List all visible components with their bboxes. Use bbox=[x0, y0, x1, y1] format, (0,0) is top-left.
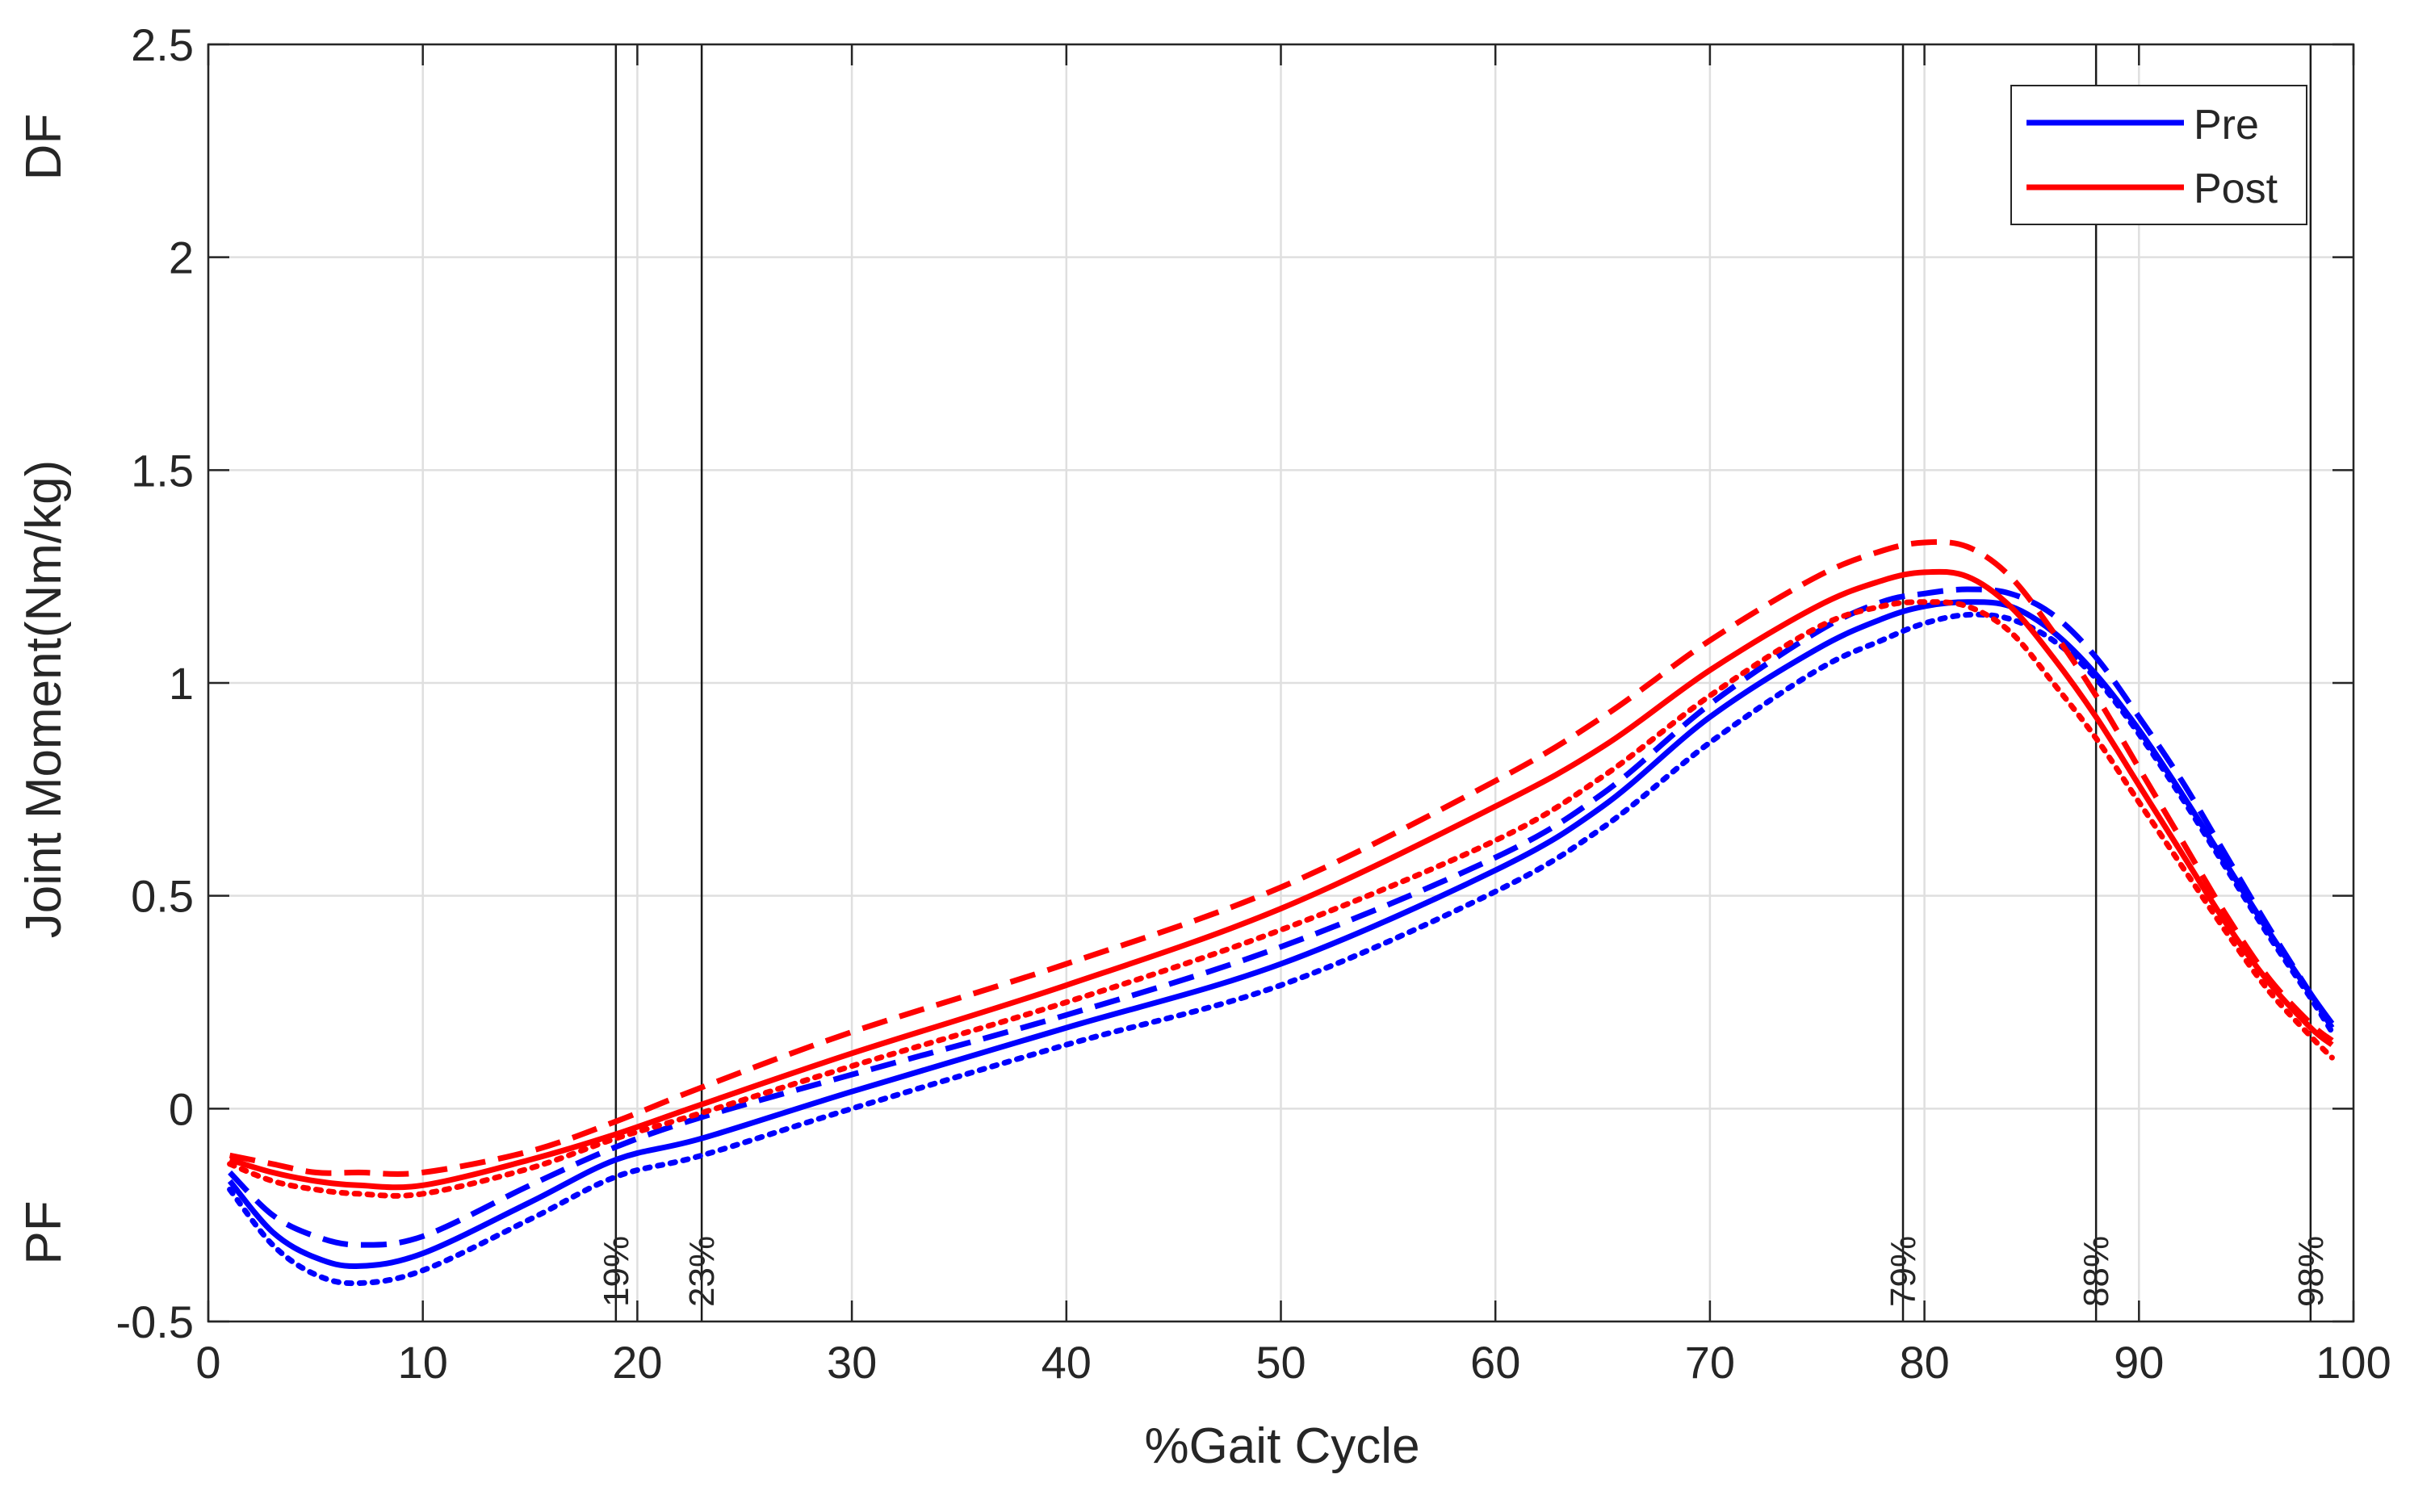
event-label-3: 88% bbox=[2077, 1236, 2116, 1307]
y-tick-label-1: 0 bbox=[169, 1083, 194, 1134]
series-line-1-pre-dashed bbox=[228, 586, 2335, 1248]
y-axis-label: Joint Moment(Nm/kg) bbox=[16, 460, 72, 939]
x-tick-label-1: 10 bbox=[398, 1337, 448, 1388]
event-label-1: 23% bbox=[682, 1236, 722, 1307]
legend-post-label: Post bbox=[2194, 165, 2278, 212]
x-tick-label-10: 100 bbox=[2316, 1337, 2391, 1388]
legend-box bbox=[2010, 85, 2307, 225]
event-label-0: 19% bbox=[597, 1236, 636, 1307]
series-line-4-post-dashed bbox=[228, 538, 2334, 1177]
x-tick-label-5: 50 bbox=[1255, 1337, 1306, 1388]
legend-pre-label: Pre bbox=[2194, 102, 2259, 149]
event-label-2: 79% bbox=[1884, 1236, 1923, 1307]
event-label-4: 98% bbox=[2291, 1236, 2331, 1307]
y-tick-label-3: 1 bbox=[169, 658, 194, 709]
series-line-3-post bbox=[228, 568, 2334, 1191]
y-tick-label-4: 1.5 bbox=[131, 445, 194, 496]
x-tick-label-2: 20 bbox=[612, 1337, 662, 1388]
x-tick-label-4: 40 bbox=[1042, 1337, 1092, 1388]
tick-layer: 0 10 20 30 40 50 60 70 80 90 100-0.500.511.522.5 bbox=[116, 19, 2391, 1388]
x-tick-label-6: 60 bbox=[1470, 1337, 1520, 1388]
y-tick-label-6: 2.5 bbox=[131, 19, 194, 70]
y-tick-label-5: 2 bbox=[169, 232, 194, 283]
x-tick-label-9: 90 bbox=[2114, 1337, 2164, 1388]
x-tick-label-0: 0 bbox=[195, 1337, 220, 1388]
series-line-5-post-dotted bbox=[227, 599, 2335, 1199]
legend: Pre Post bbox=[2010, 85, 2307, 225]
y-tick-label-0: -0.5 bbox=[116, 1296, 195, 1347]
x-axis-label: %Gait Cycle bbox=[1144, 1418, 1419, 1474]
x-tick-label-3: 30 bbox=[827, 1337, 877, 1388]
plantarflexion-label: PF bbox=[16, 1200, 72, 1264]
dorsiflexion-label: DF bbox=[16, 114, 72, 181]
x-tick-label-7: 70 bbox=[1685, 1337, 1735, 1388]
event-lines-layer: 19% 23% 79% 88% 98% bbox=[597, 44, 2331, 1321]
x-tick-label-8: 80 bbox=[1899, 1337, 1949, 1388]
y-tick-label-2: 0.5 bbox=[131, 871, 194, 922]
series-layer bbox=[227, 538, 2335, 1287]
series-line-2-pre-dotted bbox=[227, 611, 2335, 1287]
